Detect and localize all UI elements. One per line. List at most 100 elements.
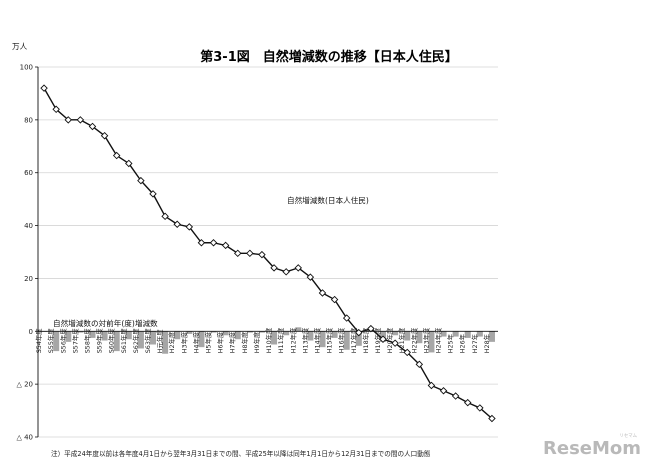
change-bar — [428, 331, 435, 353]
data-point-marker — [185, 223, 194, 231]
change-bar — [113, 331, 120, 352]
change-bar — [440, 331, 447, 337]
change-bar — [101, 331, 108, 341]
change-bar — [174, 331, 181, 340]
data-point-marker — [221, 241, 230, 250]
change-bar — [416, 331, 423, 344]
data-point-marker — [488, 414, 496, 423]
change-bar — [283, 331, 290, 336]
data-point-marker — [112, 151, 121, 160]
data-point-marker — [415, 360, 424, 369]
x-category-label: S60年度 — [107, 328, 116, 354]
data-point-marker — [197, 239, 206, 247]
data-point-marker — [88, 122, 97, 131]
data-point-marker — [318, 289, 327, 297]
x-category-label: H元年度 — [155, 329, 164, 354]
data-point-marker — [367, 324, 375, 333]
data-point-marker — [125, 159, 133, 168]
y-tick-label: 20 — [24, 275, 33, 283]
y-axis-unit-label: 万人 — [12, 42, 28, 51]
resemom-watermark: ReseMom — [543, 438, 641, 459]
y-tick-label: 80 — [24, 116, 33, 124]
y-tick-label: 60 — [24, 169, 33, 177]
x-category-label: S62年度 — [131, 328, 140, 354]
data-point-marker — [161, 212, 169, 221]
bar-series-label: 自然増減数の対前年(度)増減数 — [53, 318, 158, 328]
x-category-label: S55年度 — [46, 328, 55, 354]
change-bar — [488, 331, 495, 342]
x-category-label: H20年度 — [385, 327, 394, 353]
x-category-label: H13年度 — [300, 327, 309, 353]
y-tick-labels: 100 80 60 40 20 0 △ 20 △ 40 — [16, 64, 33, 442]
x-category-label: H19年度 — [373, 327, 382, 353]
change-bar — [343, 331, 350, 350]
change-bar — [65, 331, 72, 342]
x-category-label: H6年度 — [216, 331, 225, 353]
change-bar — [246, 331, 253, 333]
data-point-marker — [246, 249, 254, 258]
x-category-label: H4年度 — [191, 331, 200, 353]
change-bar — [392, 331, 399, 336]
change-bar — [137, 331, 144, 349]
x-category-label: H18年度 — [361, 327, 370, 353]
y-tick-label: 100 — [20, 64, 33, 72]
x-category-label: H3年度 — [179, 331, 188, 353]
x-category-label: S57年度 — [70, 328, 79, 354]
data-point-marker — [451, 392, 460, 400]
x-category-label: S54年度 — [34, 328, 43, 354]
change-bar — [186, 331, 193, 334]
change-bar — [452, 331, 459, 337]
line-series — [40, 84, 496, 423]
x-category-label: H11年度 — [276, 327, 285, 353]
x-category-label: H21年度 — [397, 327, 406, 353]
data-point-marker — [330, 295, 339, 304]
change-bar — [234, 331, 241, 340]
x-category-label: H2年度 — [167, 331, 176, 353]
x-category-label: H23年度 — [421, 327, 430, 353]
change-bar — [77, 331, 84, 333]
data-point-marker — [149, 190, 157, 198]
x-category-labels: S54年度 S55年度 S56年度 S57年度 S58年度 S59年度 S60年度 S61年度… — [34, 327, 491, 353]
data-point-marker — [464, 398, 472, 407]
x-category-label: S63年度 — [143, 328, 152, 354]
footnote: 注）平成24年度以前は各年度4月1日から翌年3月31日までの間、平成25年以降は… — [51, 449, 431, 458]
data-point-marker — [137, 176, 145, 185]
change-bar — [222, 331, 229, 336]
data-point-marker — [391, 339, 399, 347]
x-category-label: H17年度 — [349, 327, 358, 353]
y-tick-label: 40 — [24, 222, 33, 230]
data-point-marker — [379, 335, 387, 343]
data-point-marker — [173, 220, 181, 228]
data-point-marker — [76, 116, 85, 124]
y-tick-label: 0 — [29, 328, 33, 336]
chart-title: 第3-1図 自然増減数の推移【日本人住民】 — [200, 49, 458, 65]
x-category-label: S56年度 — [58, 328, 67, 354]
change-bar — [258, 331, 265, 333]
x-category-label: H27年 — [470, 333, 479, 353]
data-point-marker — [270, 264, 278, 272]
x-category-label: H9年度 — [252, 331, 261, 353]
change-bar — [198, 331, 205, 348]
data-point-marker — [209, 239, 218, 247]
data-point-marker — [100, 131, 109, 140]
x-category-label: H26年 — [458, 333, 467, 353]
change-bar — [307, 331, 314, 341]
x-category-label: H25年 — [446, 333, 455, 353]
data-point-marker — [439, 387, 448, 395]
data-point-marker — [355, 328, 363, 337]
change-bar — [295, 327, 302, 332]
data-point-marker — [282, 268, 290, 276]
data-point-marker — [52, 105, 60, 114]
data-point-marker — [403, 348, 411, 357]
x-category-label: S61年度 — [119, 328, 128, 354]
change-bar — [162, 331, 169, 354]
change-bar — [476, 331, 483, 337]
line-series-label: 自然増減数(日本人住民) — [287, 195, 369, 205]
change-bar — [89, 331, 96, 338]
y-tick-label: △ 20 — [16, 381, 33, 389]
axes — [35, 66, 498, 438]
x-category-label: H24年度 — [434, 327, 443, 353]
x-category-label: H16年度 — [337, 327, 346, 353]
